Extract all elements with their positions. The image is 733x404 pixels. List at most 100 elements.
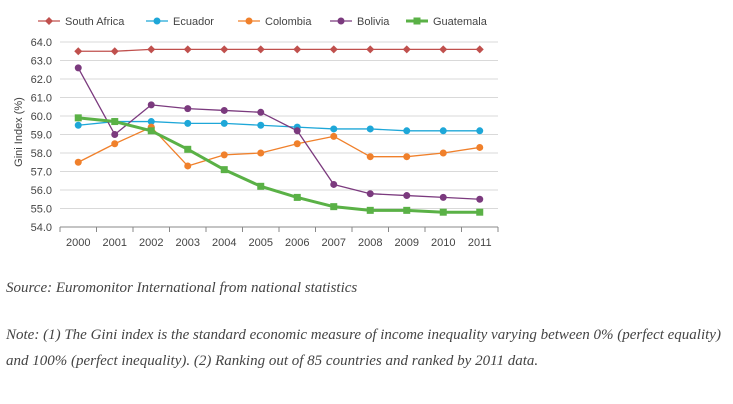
south-africa-point (110, 47, 119, 56)
series-bolivia (74, 64, 484, 203)
bolivia-point (439, 193, 447, 201)
x-tick-label: 2000 (66, 237, 90, 249)
south-africa-point (366, 45, 375, 54)
ecuador-point (403, 127, 411, 135)
colombia-point (366, 153, 374, 161)
ecuador-point (366, 125, 374, 133)
legend-marker (153, 17, 161, 25)
legend-label: South Africa (65, 16, 125, 28)
colombia-point (257, 149, 265, 157)
ecuador-point (439, 127, 447, 135)
south-africa-point (220, 45, 229, 54)
legend-marker (45, 17, 53, 25)
bolivia-point (111, 131, 119, 138)
bolivia-point (220, 106, 228, 114)
y-tick-label: 63.0 (31, 56, 52, 68)
ecuador-point (147, 118, 155, 126)
x-tick-label: 2005 (249, 237, 273, 249)
guatemala-point (366, 206, 374, 214)
bolivia-point (330, 180, 338, 188)
chart-gridlines (60, 41, 498, 209)
y-tick-label: 59.0 (31, 130, 52, 142)
x-tick-label: 2009 (395, 237, 419, 249)
legend-label: Bolivia (357, 16, 390, 28)
guatemala-point (403, 206, 411, 214)
series-south-africa (74, 45, 484, 56)
guatemala-point (439, 208, 447, 216)
guatemala-point (476, 208, 484, 216)
south-africa-point (74, 47, 83, 56)
y-axis-title: Gini Index (%) (13, 97, 25, 167)
ecuador-point (220, 119, 228, 127)
bolivia-point (366, 190, 374, 198)
colombia-point (403, 153, 411, 161)
ecuador-line (78, 120, 480, 132)
guatemala-point (293, 193, 301, 201)
ecuador-point (184, 119, 192, 127)
guatemala-line (78, 116, 480, 214)
bolivia-point (293, 127, 301, 135)
y-tick-label: 60.0 (31, 111, 52, 123)
legend-item-bolivia: Bolivia (330, 16, 390, 28)
series-guatemala (74, 114, 484, 216)
south-africa-point (293, 45, 302, 54)
chart-series (74, 45, 484, 216)
colombia-point (293, 140, 301, 148)
legend-marker (413, 17, 421, 25)
bolivia-point (403, 192, 411, 200)
y-tick-label: 62.0 (31, 74, 52, 86)
colombia-line (77, 126, 480, 167)
south-africa-point (256, 45, 265, 54)
y-tick-label: 55.0 (31, 204, 52, 216)
guatemala-point (111, 118, 119, 126)
x-tick-label: 2003 (176, 237, 200, 249)
x-tick-label: 2004 (212, 237, 236, 249)
series-ecuador (74, 118, 484, 135)
guatemala-point (330, 203, 338, 211)
x-axis: 2000 2001 2002 2003 2004 2005 2006 2007 2008 2009… (59, 226, 499, 249)
legend-label: Colombia (265, 16, 312, 28)
x-tick-label: 2007 (322, 237, 346, 249)
colombia-point (184, 162, 192, 170)
legend-item-guatemala: Guatemala (406, 16, 488, 28)
y-tick-label: 61.0 (31, 93, 52, 105)
south-africa-point (147, 45, 156, 54)
south-africa-point (439, 45, 448, 54)
x-tick-label: 2001 (103, 237, 127, 249)
ecuador-point (476, 127, 484, 135)
colombia-point (111, 140, 119, 148)
ecuador-point (257, 121, 265, 129)
colombia-point (330, 132, 338, 140)
legend-label: Ecuador (173, 16, 214, 28)
legend-item-ecuador: Ecuador (146, 16, 214, 28)
ecuador-point (330, 125, 338, 133)
y-tick-label: 56.0 (31, 185, 52, 197)
y-tick-label: 57.0 (31, 167, 52, 179)
legend-item-south-africa: South Africa (38, 16, 125, 28)
x-tick-label: 2010 (431, 237, 455, 249)
south-africa-line (78, 48, 480, 52)
legend-marker (245, 17, 253, 25)
chart-legend: South Africa Ecuador Colombia Bolivia Guatem… (38, 16, 488, 28)
guatemala-point (220, 166, 228, 174)
x-tick-label: 2002 (139, 237, 163, 249)
colombia-point (220, 151, 228, 159)
guatemala-point (74, 114, 82, 122)
x-tick-label: 2008 (358, 237, 382, 249)
gini-line-chart: South Africa Ecuador Colombia Bolivia Guatem… (13, 16, 499, 249)
bolivia-point (476, 195, 484, 203)
source-caption: Source: Euromonitor International from n… (6, 280, 358, 296)
south-africa-point (402, 45, 411, 54)
note-caption: Note: (1) The Gini index is the standard… (6, 327, 721, 369)
y-axis-ticks: 54.0 55.0 56.0 57.0 58.0 59.0 60.0 61.0 62.0 63.0… (31, 37, 52, 234)
colombia-point (476, 143, 484, 151)
south-africa-point (329, 45, 338, 54)
guatemala-point (147, 127, 155, 135)
x-tick-label: 2011 (468, 237, 492, 249)
legend-item-colombia: Colombia (238, 16, 312, 28)
guatemala-point (257, 182, 265, 190)
legend-label: Guatemala (433, 16, 488, 28)
colombia-point (74, 158, 82, 166)
south-africa-point (475, 45, 484, 54)
legend-marker (337, 17, 345, 25)
